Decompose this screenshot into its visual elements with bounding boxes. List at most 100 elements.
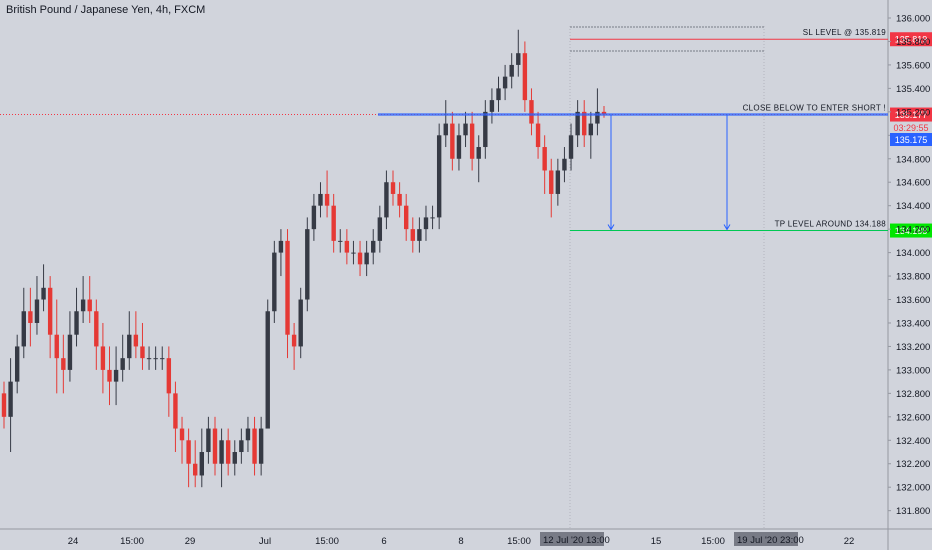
- candle-body: [212, 428, 218, 464]
- y-tick-label: 134.400: [896, 201, 930, 212]
- date-highlight-box: [540, 532, 604, 546]
- level-label: CLOSE BELOW TO ENTER SHORT !: [743, 104, 886, 113]
- x-tick-label: 15: [651, 536, 662, 547]
- candle-body: [47, 287, 53, 335]
- candle-body: [555, 170, 561, 194]
- candle-body: [28, 311, 33, 323]
- x-tick-label: 24: [68, 536, 79, 547]
- candle-body: [344, 240, 350, 253]
- candle-body: [496, 88, 501, 101]
- candle-body: [397, 193, 402, 206]
- x-tick-label: 15:00: [507, 536, 531, 547]
- level-tag-text: 135.177: [895, 110, 928, 120]
- y-tick-label: 134.600: [896, 178, 930, 189]
- candle-body: [522, 53, 528, 101]
- candle-body: [173, 393, 178, 429]
- candle-body: [199, 452, 205, 476]
- candle-body: [542, 147, 547, 171]
- candle-body: [364, 252, 369, 265]
- y-tick-label: 133.400: [896, 318, 930, 329]
- y-tick-label: 135.400: [896, 84, 930, 95]
- level-tag-text: 134.188: [895, 226, 928, 236]
- candle-body: [384, 182, 389, 218]
- x-tick-label: 15:00: [315, 536, 339, 547]
- candle-body: [549, 170, 554, 194]
- candle-body: [562, 158, 567, 171]
- candle-body: [54, 334, 59, 359]
- candle-body: [160, 358, 165, 360]
- candle-body: [371, 240, 376, 253]
- countdown-text: 03:29:55: [893, 123, 928, 133]
- candle-body: [483, 111, 488, 148]
- candle-body: [140, 346, 145, 359]
- candle-body: [80, 299, 86, 312]
- candle-body: [575, 111, 580, 136]
- candle-body: [509, 64, 514, 77]
- candle-body: [311, 205, 317, 230]
- candle-body: [41, 287, 46, 300]
- y-tick-label: 131.800: [896, 506, 930, 517]
- y-tick-label: 133.800: [896, 272, 930, 283]
- candle-body: [8, 381, 13, 417]
- candle-body: [166, 358, 172, 394]
- y-tick-label: 132.000: [896, 483, 930, 494]
- candle-body: [489, 100, 495, 112]
- candle-body: [417, 229, 422, 241]
- candle-body: [377, 217, 383, 241]
- candle-body: [568, 135, 574, 159]
- candle-body: [239, 440, 244, 453]
- level-tag: [890, 223, 932, 238]
- x-tick-label: 22: [844, 536, 855, 547]
- candle-body: [21, 311, 26, 347]
- candle-body: [127, 334, 132, 359]
- x-tick-label: 15:00: [120, 536, 144, 547]
- candle-body: [456, 135, 462, 159]
- candle-body: [232, 452, 237, 464]
- x-tick-label: 29: [185, 536, 196, 547]
- candle-body: [469, 123, 475, 159]
- y-tick-label: 133.600: [896, 295, 930, 306]
- candle-body: [502, 76, 508, 89]
- candle-body: [476, 147, 481, 159]
- date-highlight-label: 19 Jul '20 23:00: [737, 535, 804, 546]
- candle-body: [258, 428, 264, 464]
- candle-body: [179, 428, 185, 441]
- level-tag-text: 135.819: [895, 35, 928, 45]
- level-tag: [890, 107, 932, 122]
- y-tick-label: 134.800: [896, 154, 930, 165]
- candle-body: [463, 123, 468, 136]
- candle-body: [291, 334, 297, 347]
- candle-body: [351, 252, 356, 254]
- candle-body: [113, 369, 119, 382]
- level-tag: [890, 32, 932, 47]
- candle-body: [529, 100, 534, 124]
- candle-body: [410, 229, 415, 241]
- candle-body: [298, 299, 303, 347]
- candle-body: [357, 252, 363, 265]
- candle-body: [225, 440, 231, 464]
- y-tick-label: 135.600: [896, 60, 930, 71]
- candle-body: [436, 135, 442, 218]
- candle-body: [153, 358, 158, 360]
- x-tick-label: Jul: [259, 536, 271, 547]
- date-highlight-box: [734, 532, 798, 546]
- level-label: SL LEVEL @ 135.819: [803, 28, 886, 37]
- candle-body: [265, 311, 270, 429]
- candle-body: [318, 193, 323, 206]
- candle-body: [186, 440, 191, 464]
- candle-body: [107, 369, 112, 382]
- countdown-tag: [890, 122, 932, 134]
- candle-body: [403, 205, 409, 230]
- candle-body: [146, 358, 152, 360]
- x-tick-label: 6: [381, 536, 386, 547]
- y-tick-label: 132.400: [896, 436, 930, 447]
- candle-body: [1, 393, 7, 417]
- arrow-head: [607, 224, 615, 231]
- y-tick-label: 134.000: [896, 248, 930, 259]
- candle-body: [74, 311, 79, 335]
- y-tick-label: 133.200: [896, 342, 930, 353]
- y-tick-label: 132.600: [896, 412, 930, 423]
- candle-body: [305, 229, 310, 300]
- candle-body: [423, 217, 429, 230]
